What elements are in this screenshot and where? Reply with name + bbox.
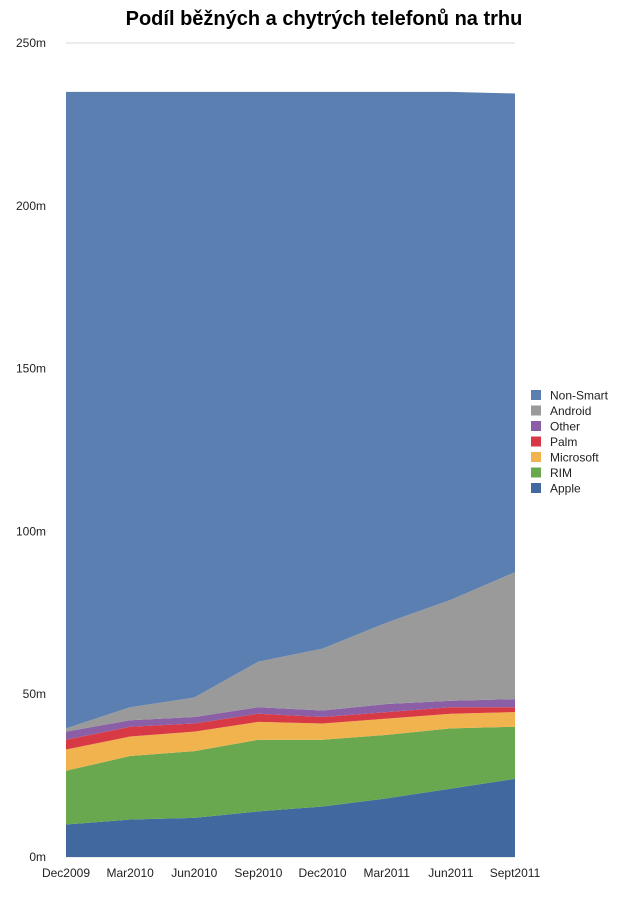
legend-label: Microsoft: [550, 451, 599, 465]
legend-label: Android: [550, 404, 591, 418]
y-tick-label: 150m: [16, 362, 46, 376]
area-palm: [66, 707, 515, 750]
x-axis-ticks: Dec2009 Mar2010 Jun2010 Sep2010 Dec2010 Mar20…: [42, 866, 541, 880]
y-axis-ticks: 0m 50m 100m 150m 200m 250m: [16, 36, 46, 864]
x-tick-label: Sept2011: [490, 866, 541, 880]
y-tick-label: 0m: [29, 850, 46, 864]
legend-swatch: [531, 436, 541, 447]
x-tick-label: Sep2010: [234, 866, 282, 880]
legend-swatch: [531, 452, 541, 462]
legend-item-rim: RIM: [531, 466, 572, 480]
legend-swatch: [531, 405, 541, 416]
area-apple: [66, 778, 515, 857]
legend-item-android: Android: [531, 404, 591, 418]
legend-label: Apple: [550, 482, 581, 496]
x-tick-label: Mar2011: [363, 866, 410, 880]
legend-item-microsoft: Microsoft: [531, 451, 599, 465]
legend-swatch: [531, 467, 541, 478]
x-tick-label: Dec2010: [299, 866, 347, 880]
legend-swatch: [531, 421, 541, 431]
y-tick-label: 100m: [16, 524, 46, 538]
legend-swatch: [531, 390, 541, 400]
y-tick-label: 200m: [16, 199, 46, 213]
x-tick-label: Mar2010: [106, 866, 154, 880]
x-tick-label: Jun2011: [428, 866, 473, 880]
x-tick-label: Dec2009: [42, 866, 90, 880]
y-tick-label: 50m: [23, 687, 46, 701]
legend-item-non-smart: Non-Smart: [531, 389, 609, 403]
legend-item-apple: Apple: [531, 482, 581, 496]
area-microsoft: [66, 712, 515, 771]
legend-label: Other: [550, 420, 580, 434]
area-rim: [66, 726, 515, 825]
chart-title: Podíl běžných a chytrých telefonů na trh…: [126, 8, 523, 30]
y-tick-label: 250m: [16, 36, 46, 50]
legend-item-other: Other: [531, 420, 580, 434]
area-android: [66, 572, 515, 732]
legend-swatch: [531, 483, 541, 493]
legend-label: Non-Smart: [550, 389, 609, 403]
area-other: [66, 699, 515, 740]
area-layers: [66, 91, 515, 857]
legend-label: Palm: [550, 435, 577, 449]
legend-item-palm: Palm: [531, 435, 577, 449]
x-tick-label: Jun2010: [171, 866, 217, 880]
area-non-smart: [66, 91, 515, 729]
legend-label: RIM: [550, 466, 572, 480]
